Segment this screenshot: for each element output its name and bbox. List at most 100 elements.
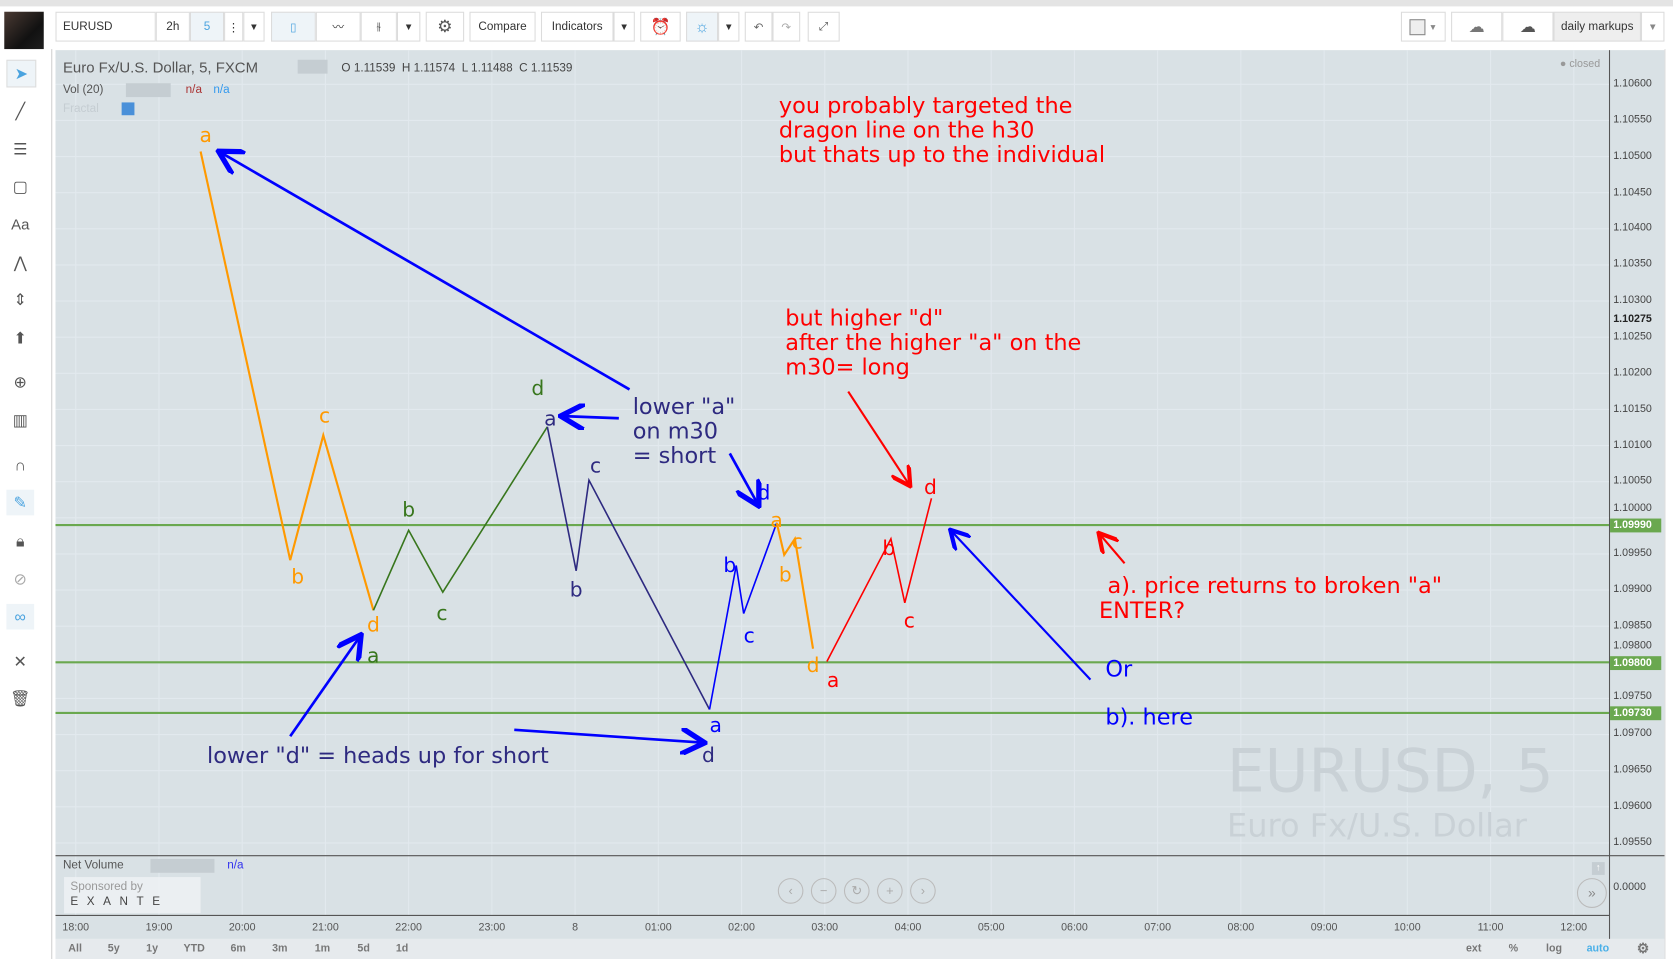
indicators-button[interactable]: Indicators	[540, 11, 614, 42]
rectangle-icon[interactable]: ▢	[12, 178, 28, 197]
fullscreen-icon[interactable]: ⤢	[807, 11, 840, 42]
hide-icon[interactable]: ⊘	[13, 570, 27, 589]
legend-settings-icon[interactable]	[297, 59, 328, 74]
reset-icon[interactable]: ↻	[843, 878, 870, 904]
chevron-down-icon[interactable]: ▼	[243, 11, 265, 42]
range-1d[interactable]: 1d	[395, 943, 409, 955]
zoom-icon[interactable]: ⊕	[13, 373, 27, 392]
chevron-down-icon[interactable]: ▼	[613, 11, 635, 42]
wave-label: b	[291, 565, 304, 589]
price-tick: 1.10450	[1613, 186, 1652, 199]
cloud-upload-icon[interactable]: ☁	[1502, 11, 1554, 42]
compare-button[interactable]: Compare	[469, 11, 536, 42]
cloud-download-icon[interactable]: ☁	[1451, 11, 1503, 42]
arrow	[514, 730, 702, 743]
measure-icon[interactable]: ⇕	[13, 291, 27, 310]
range-5d[interactable]: 5d	[357, 943, 370, 955]
interval-button[interactable]: 2h	[155, 11, 190, 42]
zoom-out-icon[interactable]: −	[810, 878, 837, 904]
trash-icon[interactable]: 🗑︎	[10, 690, 31, 709]
price-tick: 1.10200	[1613, 366, 1652, 379]
wave-blue	[708, 522, 778, 710]
time-tick: 23:00	[478, 921, 506, 934]
arrow	[1100, 535, 1126, 565]
arrow-up-icon[interactable]: ⬆	[13, 329, 27, 348]
time-tick: 04:00	[894, 921, 922, 934]
square-icon[interactable]: ▼	[1400, 11, 1446, 42]
more-intervals-icon[interactable]: ⋮	[224, 11, 244, 42]
range-1y[interactable]: 1y	[146, 943, 159, 955]
bars-icon[interactable]: ⫳	[360, 11, 397, 42]
chevron-down-icon[interactable]: ▼	[396, 11, 421, 42]
interval-5-button[interactable]: 5	[189, 11, 225, 42]
avatar[interactable]	[4, 11, 44, 55]
auto-toggle[interactable]: auto	[1586, 943, 1610, 955]
chevron-down-icon[interactable]: ▼	[718, 11, 740, 42]
magnet-icon[interactable]: ∩	[14, 456, 27, 475]
wave-label: d	[702, 743, 715, 767]
drawing-mode-icon[interactable]: ✎	[6, 489, 35, 516]
range-1m[interactable]: 1m	[314, 943, 331, 955]
wave-label: d	[807, 653, 820, 677]
price-tick: 1.10500	[1613, 150, 1652, 162]
alarm-icon[interactable]: ⏰	[640, 11, 681, 42]
scroll-left-icon[interactable]: ‹	[777, 878, 804, 904]
price-axis[interactable]	[1608, 50, 1666, 939]
net-volume-settings-icon[interactable]	[150, 858, 215, 873]
time-tick: 05:00	[977, 921, 1005, 934]
candles-icon[interactable]: ▯	[271, 11, 316, 42]
sponsor-box[interactable]: Sponsored by EXANTE	[64, 877, 201, 914]
line-chart-icon[interactable]: 〰	[315, 11, 361, 42]
gear-icon[interactable]: ⚙	[1636, 939, 1650, 956]
range-ytd[interactable]: YTD	[183, 943, 205, 955]
trendline-icon[interactable]: ╱	[15, 102, 26, 121]
market-status: ● closed	[1559, 58, 1601, 71]
wave-label: d	[758, 480, 771, 504]
range-all[interactable]: All	[68, 943, 82, 955]
bottom-toolbar: All 5y 1y YTD 6m 3m 1m 5d 1d ext % log a…	[55, 938, 1665, 959]
price-tick: 1.10350	[1613, 258, 1652, 271]
undo-icon[interactable]: ↶	[744, 11, 773, 42]
cursor-icon[interactable]: ➤	[6, 59, 37, 88]
layout-name-button[interactable]: daily markups	[1553, 11, 1641, 42]
scroll-to-realtime-icon[interactable]: »	[1576, 878, 1607, 908]
scroll-right-icon[interactable]: ›	[910, 878, 936, 904]
time-tick: 21:00	[312, 921, 339, 934]
chart-area[interactable]	[55, 50, 1609, 939]
legend-ohlc: O 1.11539 H 1.11574 L 1.11488 C 1.11539	[341, 61, 573, 75]
range-5y[interactable]: 5y	[107, 943, 120, 955]
symbol-input[interactable]: EURUSD	[55, 11, 156, 42]
maximize-pane-icon[interactable]: ↑	[1591, 862, 1605, 875]
visibility-icon[interactable]	[121, 102, 135, 116]
time-tick: 07:00	[1144, 921, 1172, 934]
price-tick: 1.09650	[1613, 764, 1652, 777]
link-icon[interactable]: ∞	[6, 603, 35, 630]
horizontal-lines-icon[interactable]: ☰	[13, 140, 28, 159]
redo-icon[interactable]: ↷	[772, 11, 801, 42]
ruler-icon[interactable]: ▥	[12, 411, 28, 430]
range-3m[interactable]: 3m	[272, 943, 288, 955]
bulb-icon[interactable]: ☼	[686, 11, 719, 42]
wave-label: c	[792, 529, 803, 553]
interval-alt-label: 5	[203, 20, 211, 34]
left-toolbar: ➤ ╱ ☰ ▢ Aa ⋀ ⇕ ⬆ ⊕ ▥ ∩ ✎ 🔒︎ ⊘ ∞ ✕ 🗑︎	[0, 49, 53, 959]
range-6m[interactable]: 6m	[230, 943, 246, 955]
pattern-icon[interactable]: ⋀	[13, 253, 27, 273]
gear-icon[interactable]: ⚙	[425, 11, 465, 42]
time-tick: 18:00	[62, 921, 90, 934]
ext-toggle[interactable]: ext	[1466, 943, 1482, 955]
remove-tools-icon[interactable]: ✕	[13, 652, 27, 672]
price-tick: 1.09900	[1613, 583, 1652, 596]
wave-label: a	[710, 713, 722, 737]
wave-orange-1	[199, 151, 375, 611]
percent-toggle[interactable]: %	[1508, 943, 1519, 955]
time-tick: 20:00	[228, 921, 256, 934]
volume-settings-icon[interactable]	[125, 83, 171, 98]
zoom-in-icon[interactable]: +	[877, 878, 903, 904]
log-toggle[interactable]: log	[1546, 943, 1563, 955]
text-icon[interactable]: Aa	[11, 215, 30, 233]
chevron-down-icon[interactable]: ▼	[1640, 11, 1665, 42]
lock-icon[interactable]: 🔒︎	[16, 531, 25, 551]
volume-value: n/a	[185, 83, 202, 97]
